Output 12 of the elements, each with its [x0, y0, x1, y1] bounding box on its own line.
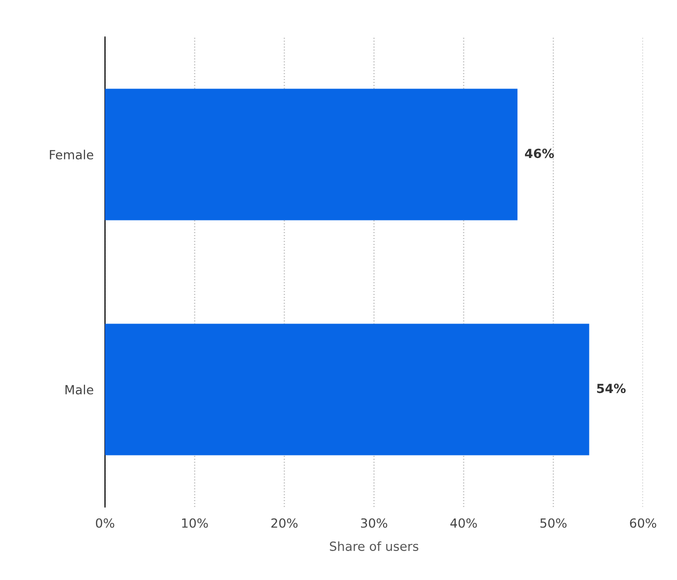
x-tick-label: 50% — [540, 518, 567, 528]
x-tick-label: 0% — [96, 518, 114, 528]
x-tick-label: 40% — [450, 518, 477, 528]
x-tick-label: 60% — [630, 518, 656, 528]
y-tick-label: Female — [50, 150, 94, 160]
data-label: 54% — [597, 384, 626, 394]
data-label: 46% — [524, 148, 554, 158]
x-tick-label: 30% — [361, 518, 388, 528]
x-tick-label: 20% — [271, 518, 298, 528]
x-tick-label: 10% — [182, 518, 208, 528]
y-tick-label: Male — [66, 384, 94, 394]
x-axis-title: Share of users — [330, 541, 418, 551]
